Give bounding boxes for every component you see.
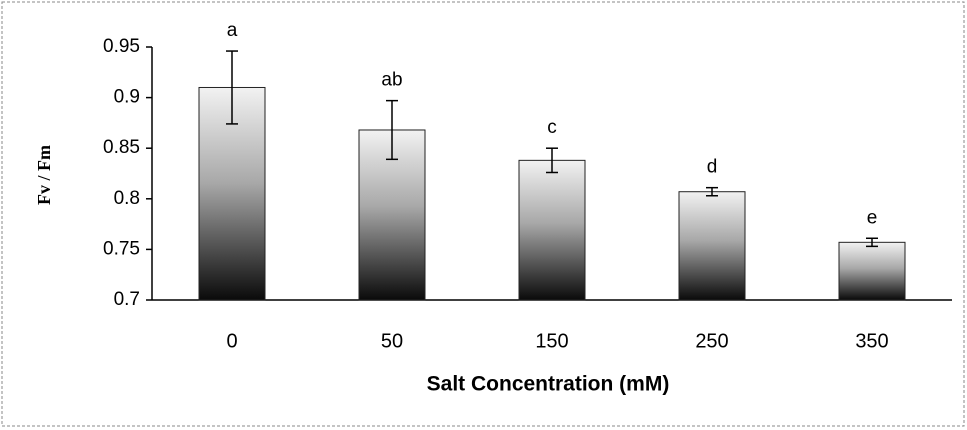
significance-letter: a [227,20,238,41]
x-tick-label: 0 [226,330,237,352]
x-tick-label: 150 [535,330,568,352]
y-tick-label: 0.85 [103,137,140,158]
significance-letter: e [867,207,878,228]
y-tick-label: 0.75 [103,238,140,259]
x-axis-label: Salt Concentration (mM) [427,373,670,396]
significance-letter: c [547,117,557,138]
y-tick-label: 0.7 [114,289,140,310]
y-tick-label: 0.8 [114,188,140,209]
significance-letter: ab [381,70,402,91]
y-axis-label: Fv / Fm [34,145,54,205]
x-tick-label: 350 [855,330,888,352]
significance-letter: d [707,157,718,178]
y-tick-label: 0.95 [103,36,140,57]
x-tick-label: 250 [695,330,728,352]
x-tick-label: 50 [381,330,403,352]
bar [518,159,586,301]
bar [838,241,906,301]
y-tick-label: 0.9 [114,87,140,108]
bar [678,191,746,301]
